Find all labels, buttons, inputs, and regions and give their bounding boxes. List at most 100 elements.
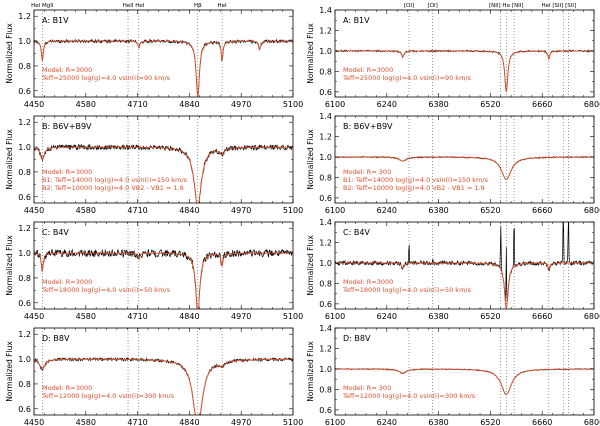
- panel-label: B: B6V+B9V: [343, 122, 393, 131]
- model-annotation: Model: R=3000: [343, 66, 393, 74]
- x-tick-label: 6520: [480, 206, 500, 215]
- model-annotation: Model: R= 300: [343, 168, 391, 176]
- x-tick-label: 6520: [480, 100, 500, 109]
- model-annotation: Teff=18000 log(g)=4.0 vsin(i)=50 km/s: [41, 286, 171, 294]
- x-tick-label: 6240: [377, 206, 397, 215]
- model-annotation: B2: Teff=10000 log(g)=4.0 VB2 - VB1 = 1.…: [42, 184, 184, 192]
- y-tick-label: 1.0: [319, 47, 332, 56]
- x-tick-label: 4840: [179, 418, 199, 426]
- x-tick-label: 6660: [532, 206, 552, 215]
- y-tick-label: 1.0: [18, 143, 31, 152]
- x-tick-label: 6100: [325, 206, 345, 215]
- y-tick-label: 0.8: [18, 168, 31, 177]
- y-tick-label: 0.8: [18, 62, 31, 71]
- y-tick-label: 0.6: [319, 406, 332, 415]
- x-tick-label: 4710: [127, 418, 147, 426]
- y-tick-label: 0.8: [18, 380, 31, 389]
- x-tick-label: 4970: [231, 206, 251, 215]
- model-annotation: B2: Teff=10000 log(g)=4.0 VB2 - VB1 = 1.…: [343, 184, 485, 192]
- y-tick-label: 1.2: [319, 132, 332, 141]
- x-tick-label: 6660: [532, 312, 552, 321]
- y-tick-label: 1.2: [18, 330, 31, 339]
- model-annotation: B1: Teff=14000 log(g)=4.0 vsin(i)=150 km…: [343, 176, 489, 184]
- y-tick-label: 1.0: [18, 249, 31, 258]
- x-tick-label: 6380: [428, 100, 448, 109]
- x-tick-label: 4580: [76, 206, 96, 215]
- y-axis-label: Normalized Flux: [5, 341, 14, 402]
- model-spectrum: [335, 368, 594, 396]
- spectral-line-label: [NII] Hα [NII]: [489, 3, 524, 9]
- model-spectrum: [34, 146, 293, 203]
- y-tick-label: 0.8: [319, 67, 332, 76]
- y-tick-label: 1.0: [319, 153, 332, 162]
- panel-label: C: B4V: [42, 228, 69, 237]
- panel-label: C: B4V: [343, 228, 370, 237]
- panel-label: A: B1V: [343, 16, 370, 25]
- model-annotation: Teff=25000 log(g)=4.0 vsin(i)=90 km/s: [41, 74, 171, 82]
- model-spectrum: [335, 50, 594, 92]
- y-tick-label: 0.6: [319, 88, 332, 97]
- y-axis-label: Normalized Flux: [306, 23, 315, 84]
- model-annotation: Model: R=3000: [42, 384, 92, 392]
- y-axis-label: Normalized Flux: [5, 129, 14, 190]
- y-tick-label: 1.0: [18, 37, 31, 46]
- x-tick-label: 4580: [76, 312, 96, 321]
- x-tick-label: 6100: [325, 312, 345, 321]
- x-tick-label: 6100: [325, 418, 345, 426]
- panel-label: D: B8V: [42, 334, 70, 343]
- panel-label: D: B8V: [343, 334, 371, 343]
- panel-label: A: B1V: [42, 16, 69, 25]
- spectral-line-label: HeI [SII] [SII]: [541, 3, 576, 9]
- spectral-line-label: HeI: [217, 3, 227, 9]
- x-tick-label: 4450: [24, 418, 44, 426]
- y-tick-label: 1.2: [319, 238, 332, 247]
- x-tick-label: 4710: [127, 312, 147, 321]
- x-tick-label: 4840: [179, 206, 199, 215]
- spectral-line-label: HeI MgII: [31, 3, 54, 9]
- x-tick-label: 4970: [231, 100, 251, 109]
- plot-frame: [334, 115, 595, 204]
- x-tick-label: 6380: [428, 206, 448, 215]
- y-tick-label: 0.6: [319, 300, 332, 309]
- x-tick-label: 5100: [283, 418, 303, 426]
- x-tick-label: 4450: [24, 312, 44, 321]
- y-tick-label: 1.2: [18, 224, 31, 233]
- model-annotation: Teff=25000 log(g)=4.0 vsin(i)=90 km/s: [342, 74, 472, 82]
- x-tick-label: 6380: [428, 418, 448, 426]
- model-annotation: Teff=12000 log(g)=4.0 vsin(i)=300 km/s: [41, 392, 175, 400]
- y-axis-label: Normalized Flux: [5, 23, 14, 84]
- x-tick-label: 5100: [283, 206, 303, 215]
- model-annotation: Model: R=3000: [42, 66, 92, 74]
- x-tick-label: 4710: [127, 100, 147, 109]
- x-tick-label: 4970: [231, 418, 251, 426]
- x-tick-label: 6240: [377, 100, 397, 109]
- x-tick-label: 6240: [377, 312, 397, 321]
- plot-frame: [33, 221, 294, 310]
- x-tick-label: 6660: [532, 100, 552, 109]
- y-axis-label: Normalized Flux: [306, 341, 315, 402]
- model-spectrum: [34, 358, 293, 415]
- x-tick-label: 6520: [480, 418, 500, 426]
- x-tick-label: 4580: [76, 100, 96, 109]
- y-tick-label: 0.6: [18, 405, 31, 414]
- y-tick-label: 1.2: [18, 118, 31, 127]
- y-tick-label: 0.8: [319, 385, 332, 394]
- y-tick-label: 0.6: [319, 194, 332, 203]
- panel-1: 4450 4580 4710 4840 4970 5100 0.6 0.8 1.0 1.2 Norm…: [5, 115, 303, 215]
- y-tick-label: 1.2: [319, 344, 332, 353]
- y-tick-label: 0.6: [18, 193, 31, 202]
- y-axis-label: Normalized Flux: [306, 235, 315, 296]
- x-tick-label: 4970: [231, 312, 251, 321]
- y-axis-label: Normalized Flux: [306, 129, 315, 190]
- y-tick-label: 0.8: [319, 279, 332, 288]
- model-spectrum: [34, 40, 293, 97]
- y-axis-label: Normalized Flux: [5, 235, 14, 296]
